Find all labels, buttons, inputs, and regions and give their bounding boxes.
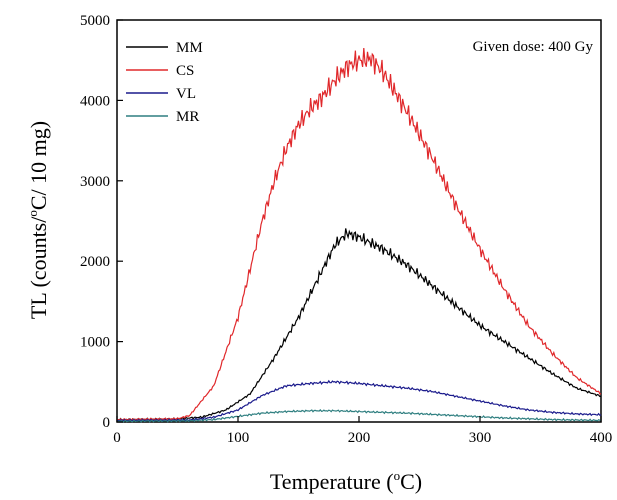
x-tick-label-2: 200 bbox=[348, 430, 371, 446]
legend-label-vl: VL bbox=[176, 86, 196, 102]
series-line-mm bbox=[116, 228, 602, 422]
y-tick-label-0: 0 bbox=[103, 415, 111, 431]
legend-label-mr: MR bbox=[176, 109, 199, 125]
y-axis-title-main: TL (counts/ bbox=[26, 216, 51, 319]
legend-label-cs: CS bbox=[176, 63, 194, 79]
y-tick-label-4: 4000 bbox=[80, 93, 110, 109]
legend: MM CS VL MR bbox=[126, 40, 203, 125]
dose-annotation: Given dose: 400 Gy bbox=[473, 39, 594, 55]
y-axis-title-end: C/ 10 mg) bbox=[26, 121, 51, 210]
x-tick-label-1: 100 bbox=[227, 430, 250, 446]
legend-label-mm: MM bbox=[176, 40, 203, 56]
y-axis-title-sup: o bbox=[25, 210, 40, 217]
series-line-cs bbox=[116, 48, 602, 422]
y-tick-label-3: 3000 bbox=[80, 174, 110, 190]
x-tick-label-4: 400 bbox=[590, 430, 613, 446]
series-line-vl bbox=[116, 379, 602, 423]
y-axis-title: TL (counts/oC/ 10 mg) bbox=[25, 121, 51, 319]
x-axis-title: Temperature (oC) bbox=[270, 468, 422, 494]
x-axis-title-sup: o bbox=[394, 468, 401, 483]
y-tick-label-5: 5000 bbox=[80, 13, 110, 29]
x-axis-title-main: Temperature ( bbox=[270, 469, 394, 494]
series-layer bbox=[116, 48, 602, 423]
series-line-mr bbox=[116, 409, 602, 423]
x-axis-title-end: C) bbox=[400, 469, 422, 494]
plot-frame bbox=[116, 19, 602, 423]
y-tick-label-1: 1000 bbox=[80, 335, 110, 351]
x-tick-label-3: 300 bbox=[469, 430, 492, 446]
y-tick-label-2: 2000 bbox=[80, 254, 110, 270]
x-tick-label-0: 0 bbox=[113, 430, 121, 446]
